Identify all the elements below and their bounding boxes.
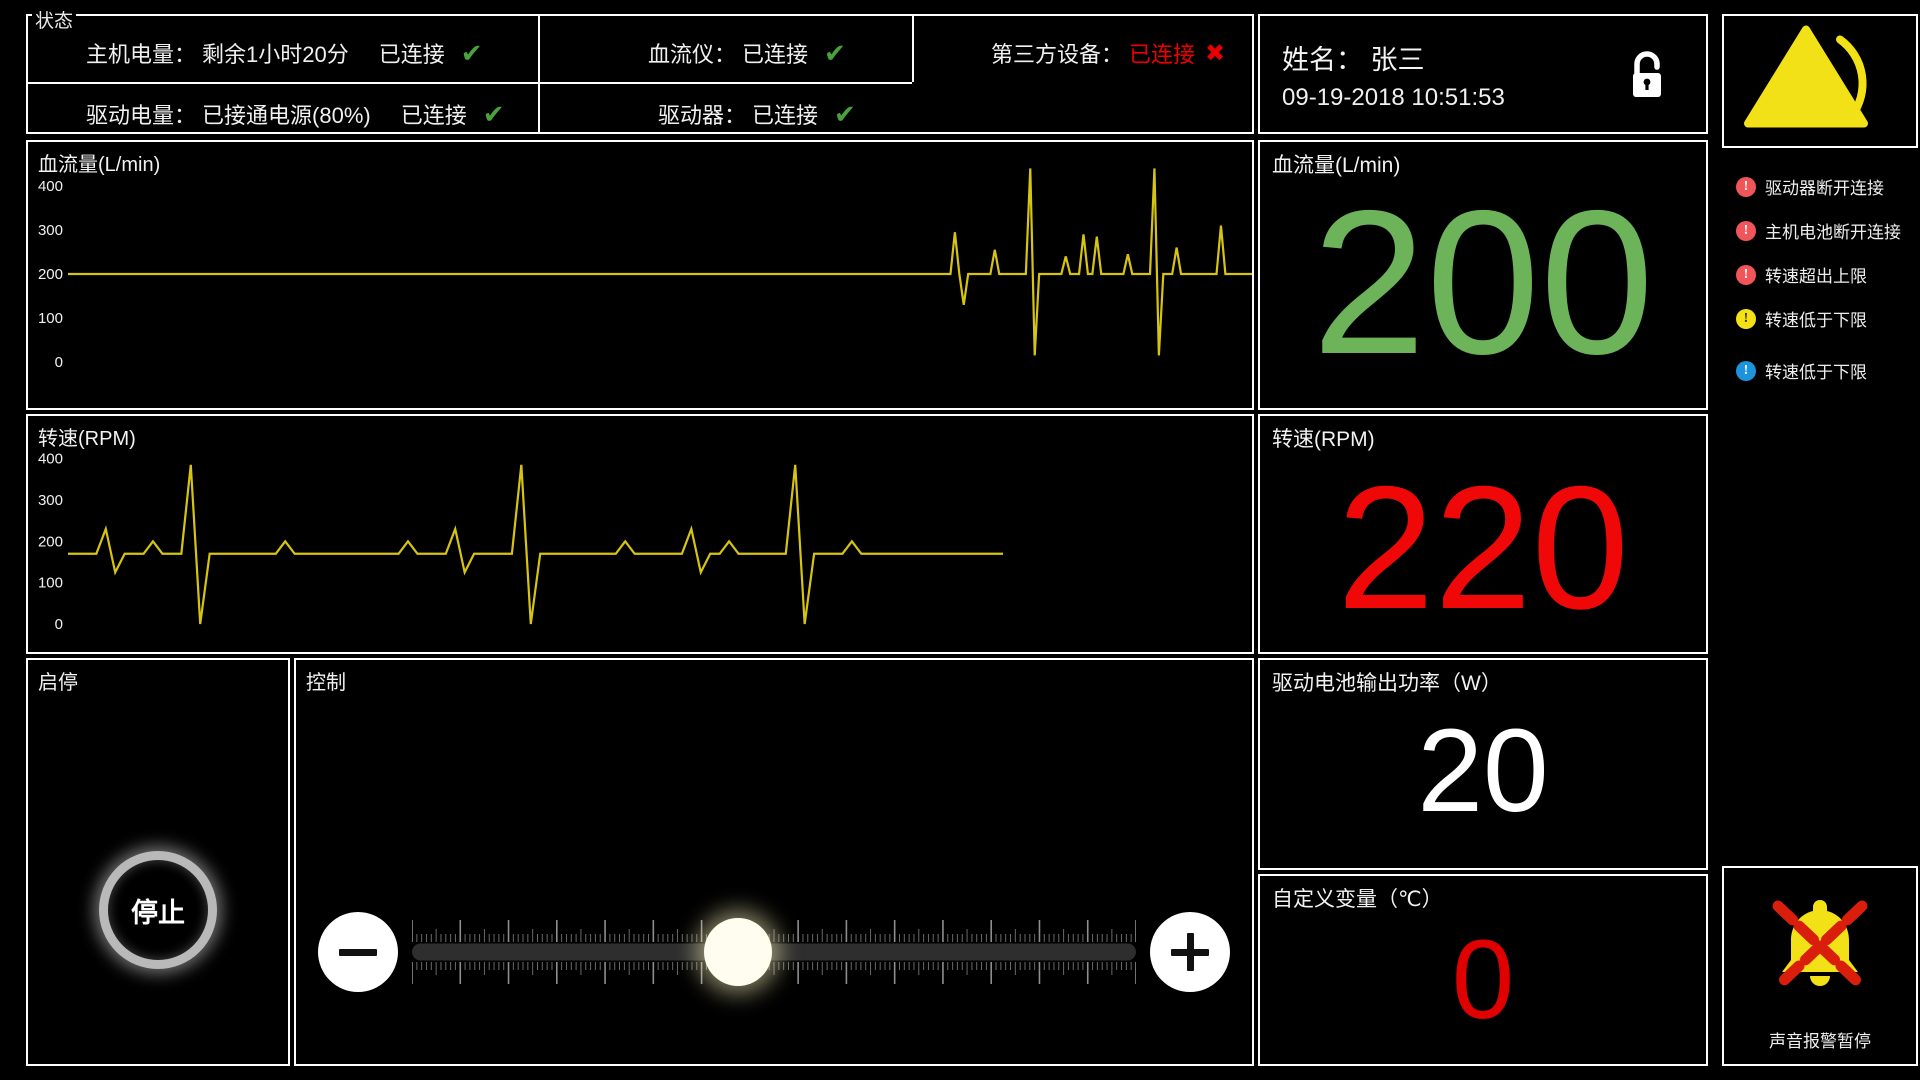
status-third-party-value: 已连接 [1129,42,1196,67]
blood-flow-readout-value: 200 [1311,168,1655,397]
blood-flow-readout-title: 血流量(L/min) [1272,154,1401,177]
status-host-battery-value: 剩余1小时20分 [202,42,349,67]
alarm-severity-dot-icon: ! [1736,220,1756,241]
status-host-battery: 主机电量： 剩余1小时20分 已连接 ✔ [86,37,483,69]
audio-alarm-pause-button[interactable]: 声音报警暂停 [1722,866,1918,1066]
status-host-battery-conn: 已连接 [378,42,445,67]
svg-text:400: 400 [38,451,63,468]
minus-icon [339,948,377,956]
status-divider-vertical-1 [538,16,540,132]
status-flowmeter: 血流仪： 已连接 ✔ [648,37,846,69]
svg-text:200: 200 [38,533,63,550]
alarm-severity-dot-icon: ! [1736,264,1756,285]
check-icon: ✔ [460,37,483,68]
audio-alarm-pause-label: 声音报警暂停 [1769,1032,1871,1051]
status-panel-legend: 状态 [32,6,77,33]
status-panel: 状态 主机电量： 剩余1小时20分 已连接 ✔ 驱动电量： 已接通电源(80%)… [26,6,1254,134]
alarm-indicator-panel[interactable] [1722,14,1918,148]
slider-track [412,943,1136,961]
alarm-legend-label: 转速低于下限 [1765,363,1867,382]
status-divider-horizontal [28,82,912,84]
svg-text:300: 300 [38,222,63,239]
status-drive-battery-conn: 已连接 [400,103,467,128]
rpm-readout-panel: 转速(RPM) 220 [1258,414,1708,654]
status-drive-battery-value: 已接通电源(80%) [202,103,371,128]
patient-info-panel: 姓名： 张三 09-19-2018 10:51:53 [1258,14,1708,134]
status-flowmeter-value: 已连接 [742,42,809,67]
patient-name: 姓名： 张三 [1282,45,1425,75]
alarm-legend-label: 转速超出上限 [1765,267,1867,286]
alarm-legend-list: ! 驱动器断开连接 ! 主机电池断开连接 ! 转速超出上限 ! 转速低于下限 !… [1722,150,1918,864]
drive-battery-power-panel: 驱动电池输出功率（W） 20 [1258,658,1708,870]
drive-battery-power-title: 驱动电池输出功率（W） [1272,672,1502,695]
status-driver: 驱动器： 已连接 ✔ [658,98,856,130]
slider-thumb[interactable] [703,918,772,986]
alarm-severity-dot-icon: ! [1736,360,1756,381]
stop-button[interactable]: 停止 [99,851,217,970]
unlocked-padlock-icon[interactable] [1624,49,1670,108]
rpm-waveform-title: 转速(RPM) [38,428,136,450]
warning-triangle-bell-icon [1744,24,1896,139]
custom-variable-title: 自定义变量（℃） [1272,888,1443,911]
status-divider-vertical-2 [912,16,914,82]
status-flowmeter-label: 血流仪： [648,42,737,67]
alarm-legend-item-4: ! 转速低于下限 [1736,358,1867,383]
alarm-legend-item-1: ! 主机电池断开连接 [1736,218,1901,243]
status-drive-battery-label: 驱动电量： [86,103,197,128]
increase-button[interactable] [1150,912,1230,992]
speed-slider-row [296,904,1252,1000]
svg-text:0: 0 [55,354,63,371]
status-driver-label: 驱动器： [658,103,747,128]
status-third-party-label: 第三方设备： [991,42,1124,67]
alarm-legend-label: 主机电池断开连接 [1765,223,1901,242]
plus-icon-vertical [1186,933,1194,971]
control-panel-title: 控制 [306,672,346,694]
cross-icon: ✖ [1205,39,1226,67]
status-driver-value: 已连接 [752,103,819,128]
start-stop-panel: 启停 停止 [26,658,290,1066]
rpm-readout-title: 转速(RPM) [1272,428,1375,451]
alarm-legend-label: 转速低于下限 [1765,311,1867,330]
check-icon: ✔ [834,98,856,129]
rpm-waveform-plot [28,416,1252,652]
speed-slider[interactable] [412,904,1136,1000]
check-icon: ✔ [482,98,505,129]
blood-flow-waveform-plot [28,142,1252,408]
check-icon: ✔ [824,37,846,68]
svg-text:0: 0 [55,616,63,633]
blood-flow-waveform-panel: 血流量(L/min) 0 100 200 300 400 [26,140,1254,410]
rpm-readout-value: 220 [1337,451,1629,646]
alarm-severity-dot-icon: ! [1736,176,1756,197]
control-panel: 控制 [294,658,1254,1066]
bell-muted-icon [1762,890,1878,1005]
stop-button-label: 停止 [131,897,185,928]
start-stop-title: 启停 [38,672,78,694]
alarm-legend-item-2: ! 转速超出上限 [1736,262,1867,287]
drive-battery-power-value: 20 [1417,705,1549,837]
rpm-waveform-axis: 0 100 200 300 400 [38,451,63,633]
svg-text:100: 100 [38,310,63,327]
rpm-waveform-panel: 转速(RPM) 0 100 200 300 400 [26,414,1254,654]
svg-text:100: 100 [38,575,63,592]
status-host-battery-label: 主机电量： [86,42,197,67]
patient-timestamp: 09-19-2018 10:51:53 [1282,84,1505,111]
svg-text:400: 400 [38,178,63,195]
status-drive-battery: 驱动电量： 已接通电源(80%) 已连接 ✔ [86,98,505,130]
custom-variable-value: 0 [1451,917,1515,1042]
blood-flow-waveform-axis: 0 100 200 300 400 [38,178,63,371]
svg-text:200: 200 [38,266,63,283]
blood-flow-waveform-title: 血流量(L/min) [38,154,161,176]
alarm-legend-label: 驱动器断开连接 [1765,179,1884,198]
alarm-severity-dot-icon: ! [1736,308,1756,329]
status-third-party-device: 第三方设备： 已连接 ✖ [991,37,1225,69]
svg-text:300: 300 [38,492,63,509]
alarm-legend-item-3: ! 转速低于下限 [1736,306,1867,331]
blood-flow-readout-panel: 血流量(L/min) 200 [1258,140,1708,410]
custom-variable-panel: 自定义变量（℃） 0 [1258,874,1708,1066]
alarm-legend-item-0: ! 驱动器断开连接 [1736,174,1884,199]
stop-button-ring [99,851,217,970]
decrease-button[interactable] [318,912,398,992]
